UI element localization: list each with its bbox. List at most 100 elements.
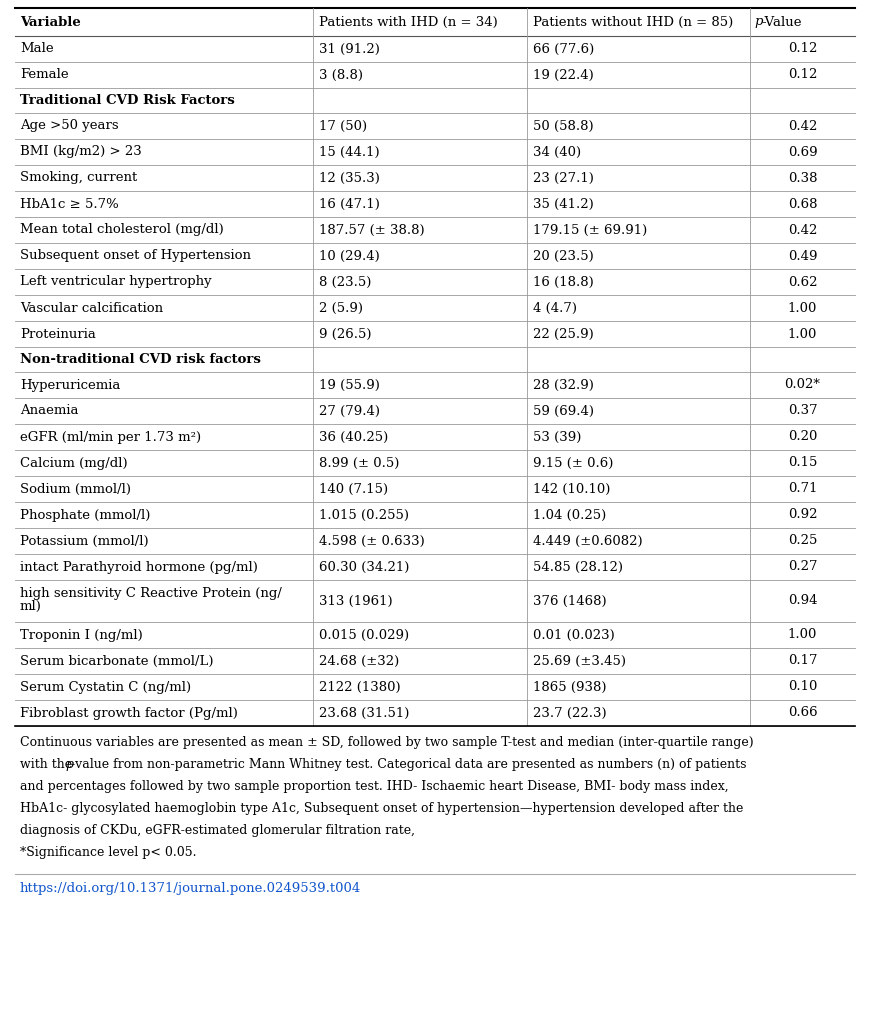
Text: 27 (79.4): 27 (79.4) [319,404,380,418]
Text: Non-traditional CVD risk factors: Non-traditional CVD risk factors [20,353,261,366]
Text: -Value: -Value [760,15,800,29]
Text: 142 (10.10): 142 (10.10) [533,482,610,496]
Text: 16 (18.8): 16 (18.8) [533,275,594,289]
Text: Phosphate (mmol/l): Phosphate (mmol/l) [20,509,150,521]
Text: 140 (7.15): 140 (7.15) [319,482,388,496]
Text: 1865 (938): 1865 (938) [533,681,607,693]
Text: Sodium (mmol/l): Sodium (mmol/l) [20,482,131,496]
Text: 31 (91.2): 31 (91.2) [319,43,380,55]
Text: 313 (1961): 313 (1961) [319,595,393,607]
Text: 53 (39): 53 (39) [533,430,581,443]
Text: diagnosis of CKDu, eGFR-estimated glomerular filtration rate,: diagnosis of CKDu, eGFR-estimated glomer… [20,824,415,837]
Text: 15 (44.1): 15 (44.1) [319,145,380,159]
Text: 8.99 (± 0.5): 8.99 (± 0.5) [319,457,399,469]
Text: 0.92: 0.92 [786,509,816,521]
Text: 8 (23.5): 8 (23.5) [319,275,371,289]
Text: 0.66: 0.66 [786,707,816,720]
Text: 12 (35.3): 12 (35.3) [319,171,380,184]
Text: 179.15 (± 69.91): 179.15 (± 69.91) [533,223,647,237]
Text: 50 (58.8): 50 (58.8) [533,120,594,132]
Text: 36 (40.25): 36 (40.25) [319,430,388,443]
Text: 24.68 (±32): 24.68 (±32) [319,654,399,668]
Text: 22 (25.9): 22 (25.9) [533,328,594,341]
Text: 0.62: 0.62 [786,275,816,289]
Text: Male: Male [20,43,54,55]
Text: high sensitivity C Reactive Protein (ng/: high sensitivity C Reactive Protein (ng/ [20,587,282,600]
Text: 60.30 (34.21): 60.30 (34.21) [319,560,409,573]
Text: eGFR (ml/min per 1.73 m²): eGFR (ml/min per 1.73 m²) [20,430,201,443]
Text: 9 (26.5): 9 (26.5) [319,328,371,341]
Text: Anaemia: Anaemia [20,404,78,418]
Text: 0.25: 0.25 [787,535,816,548]
Text: 0.17: 0.17 [786,654,816,668]
Text: 2 (5.9): 2 (5.9) [319,301,362,314]
Text: Potassium (mmol/l): Potassium (mmol/l) [20,535,149,548]
Text: 66 (77.6): 66 (77.6) [533,43,594,55]
Text: 0.42: 0.42 [787,223,816,237]
Text: 0.68: 0.68 [786,198,816,211]
Text: 0.37: 0.37 [786,404,816,418]
Text: 0.49: 0.49 [786,250,816,262]
Text: 35 (41.2): 35 (41.2) [533,198,594,211]
Text: Age >50 years: Age >50 years [20,120,118,132]
Text: 23.7 (22.3): 23.7 (22.3) [533,707,607,720]
Text: 4.449 (±0.6082): 4.449 (±0.6082) [533,535,642,548]
Text: 1.00: 1.00 [787,301,816,314]
Text: 0.38: 0.38 [786,171,816,184]
Text: 4 (4.7): 4 (4.7) [533,301,577,314]
Text: 23 (27.1): 23 (27.1) [533,171,594,184]
Text: 0.69: 0.69 [786,145,816,159]
Text: 25.69 (±3.45): 25.69 (±3.45) [533,654,626,668]
Text: Mean total cholesterol (mg/dl): Mean total cholesterol (mg/dl) [20,223,223,237]
Text: Serum Cystatin C (ng/ml): Serum Cystatin C (ng/ml) [20,681,191,693]
Text: Patients with IHD (n = 34): Patients with IHD (n = 34) [319,15,497,29]
Text: 0.15: 0.15 [787,457,816,469]
Text: 0.01 (0.023): 0.01 (0.023) [533,629,614,641]
Text: p: p [753,15,761,29]
Text: -value from non-parametric Mann Whitney test. Categorical data are presented as : -value from non-parametric Mann Whitney … [71,758,746,771]
Text: https://doi.org/10.1371/journal.pone.0249539.t004: https://doi.org/10.1371/journal.pone.024… [20,882,361,895]
Text: Traditional CVD Risk Factors: Traditional CVD Risk Factors [20,94,235,106]
Text: 1.04 (0.25): 1.04 (0.25) [533,509,606,521]
Text: 0.12: 0.12 [787,43,816,55]
Text: 10 (29.4): 10 (29.4) [319,250,380,262]
Text: Calcium (mg/dl): Calcium (mg/dl) [20,457,128,469]
Text: 54.85 (28.12): 54.85 (28.12) [533,560,623,573]
Text: 2122 (1380): 2122 (1380) [319,681,401,693]
Text: 0.12: 0.12 [787,69,816,82]
Text: *Significance level p< 0.05.: *Significance level p< 0.05. [20,846,196,859]
Text: 1.00: 1.00 [787,629,816,641]
Text: 4.598 (± 0.633): 4.598 (± 0.633) [319,535,424,548]
Text: Vascular calcification: Vascular calcification [20,301,163,314]
Text: HbA1c- glycosylated haemoglobin type A1c, Subsequent onset of hypertension—hyper: HbA1c- glycosylated haemoglobin type A1c… [20,802,742,815]
Text: Female: Female [20,69,69,82]
Text: intact Parathyroid hormone (pg/ml): intact Parathyroid hormone (pg/ml) [20,560,257,573]
Text: Fibroblast growth factor (Pg/ml): Fibroblast growth factor (Pg/ml) [20,707,237,720]
Text: with the: with the [20,758,76,771]
Text: 59 (69.4): 59 (69.4) [533,404,594,418]
Text: 0.10: 0.10 [787,681,816,693]
Text: Subsequent onset of Hypertension: Subsequent onset of Hypertension [20,250,251,262]
Text: p: p [65,758,73,771]
Text: 0.42: 0.42 [787,120,816,132]
Text: Variable: Variable [20,15,81,29]
Text: Patients without IHD (n = 85): Patients without IHD (n = 85) [533,15,733,29]
Text: 20 (23.5): 20 (23.5) [533,250,594,262]
Text: 16 (47.1): 16 (47.1) [319,198,380,211]
Text: Troponin I (ng/ml): Troponin I (ng/ml) [20,629,143,641]
Text: 23.68 (31.51): 23.68 (31.51) [319,707,409,720]
Text: and percentages followed by two sample proportion test. IHD- Ischaemic heart Dis: and percentages followed by two sample p… [20,780,728,793]
Text: BMI (kg/m2) > 23: BMI (kg/m2) > 23 [20,145,142,159]
Text: 0.015 (0.029): 0.015 (0.029) [319,629,408,641]
Text: Hyperuricemia: Hyperuricemia [20,379,120,391]
Text: 1.00: 1.00 [787,328,816,341]
Text: 0.71: 0.71 [786,482,816,496]
Text: 19 (22.4): 19 (22.4) [533,69,594,82]
Text: Proteinuria: Proteinuria [20,328,96,341]
Text: 9.15 (± 0.6): 9.15 (± 0.6) [533,457,613,469]
Text: Smoking, current: Smoking, current [20,171,137,184]
Text: ml): ml) [20,600,42,613]
Text: 187.57 (± 38.8): 187.57 (± 38.8) [319,223,424,237]
Text: 1.015 (0.255): 1.015 (0.255) [319,509,408,521]
Text: Continuous variables are presented as mean ± SD, followed by two sample T-test a: Continuous variables are presented as me… [20,736,753,749]
